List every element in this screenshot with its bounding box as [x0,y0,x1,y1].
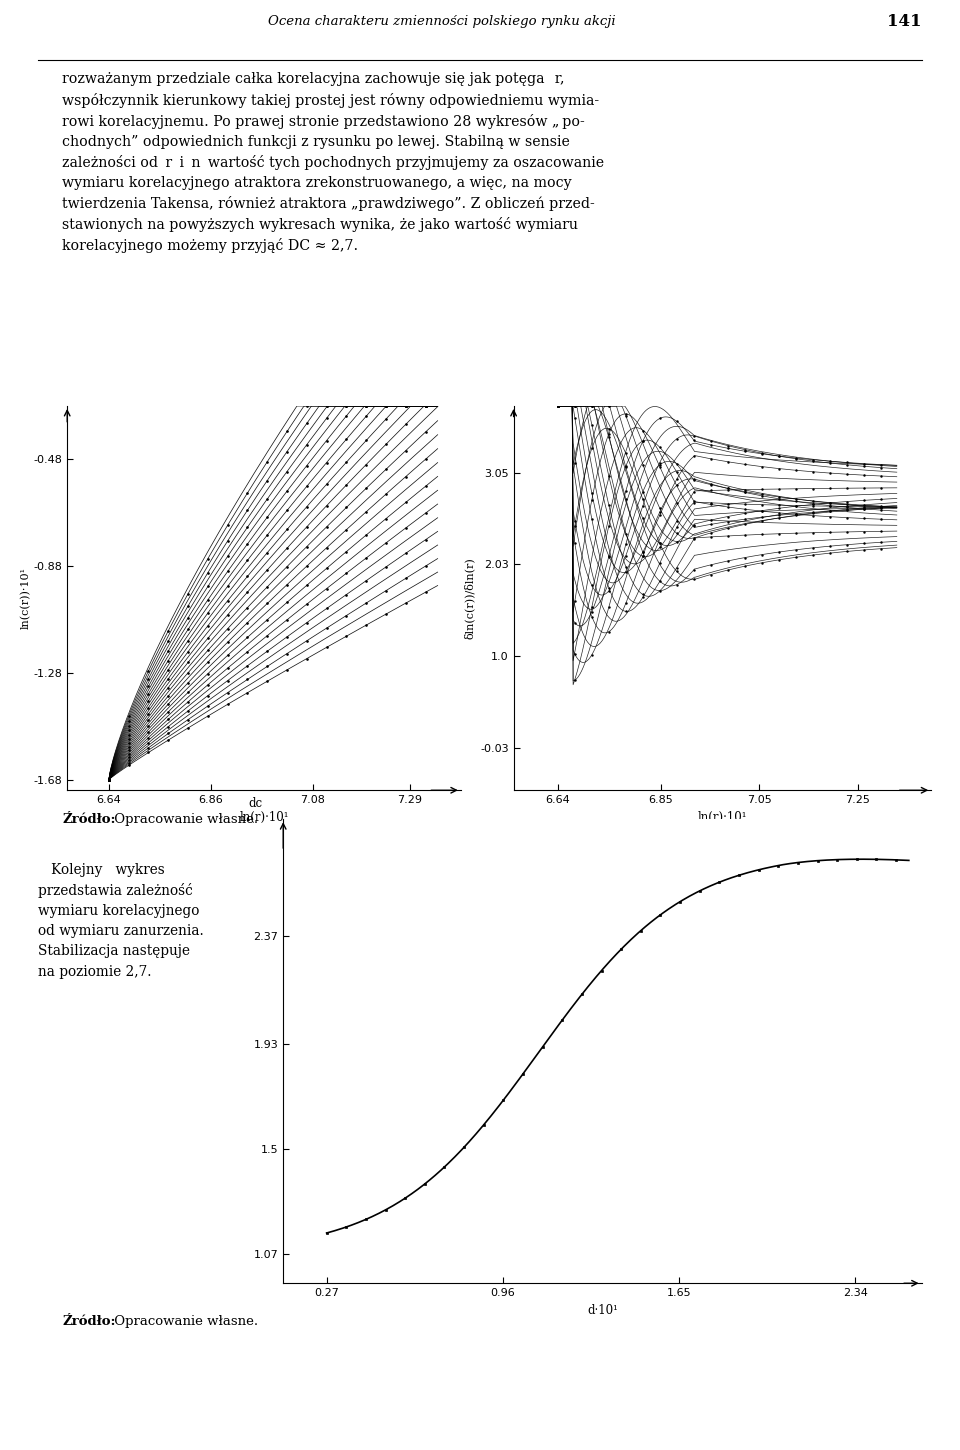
X-axis label: d·10¹: d·10¹ [587,1304,618,1317]
Y-axis label: δln(c(r))/δln(r): δln(c(r))/δln(r) [464,557,474,639]
Text: Źródło:: Źródło: [62,813,116,826]
X-axis label: ln(r)·10¹: ln(r)·10¹ [698,811,747,824]
X-axis label: ln(r)·10¹: ln(r)·10¹ [239,811,289,824]
Text: Kolejny   wykres
przedstawia zależność
wymiaru korelacyjnego
od wymiaru zanurzen: Kolejny wykres przedstawia zależność wym… [38,863,204,979]
Text: Źródło:: Źródło: [62,1315,116,1328]
Text: 141: 141 [887,13,922,30]
Text: dc: dc [248,798,262,811]
Text: rozważanym przedziale całka korelacyjna zachowuje się jak potęga   r,
współczynn: rozważanym przedziale całka korelacyjna … [62,72,605,254]
Y-axis label: ln(c(r))·10¹: ln(c(r))·10¹ [20,567,31,629]
Text: Ocena charakteru zmienności polskiego rynku akcji: Ocena charakteru zmienności polskiego ry… [268,14,615,28]
Text: Opracowanie własne.: Opracowanie własne. [109,1315,257,1328]
Text: Opracowanie własne.: Opracowanie własne. [109,813,257,826]
